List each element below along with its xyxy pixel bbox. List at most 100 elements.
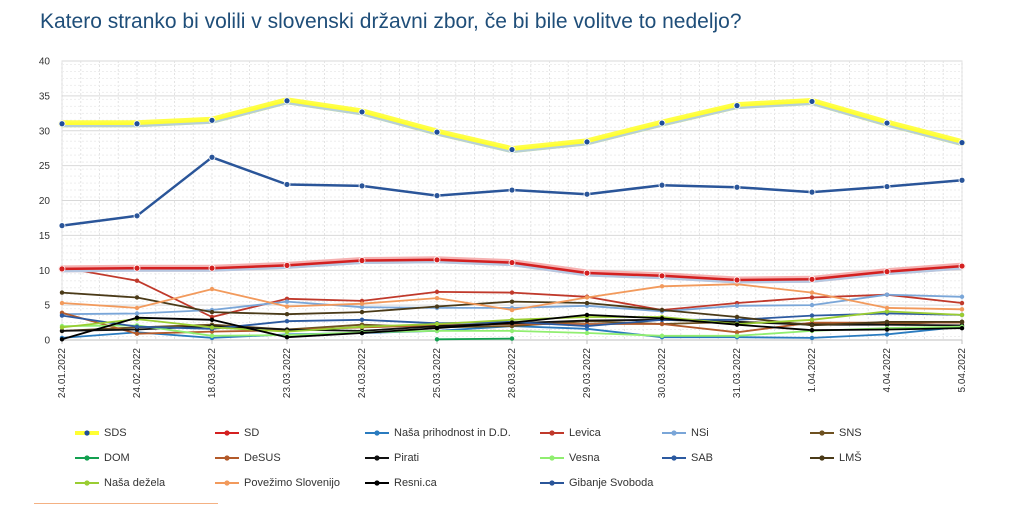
data-point [359, 301, 365, 306]
data-point [959, 307, 965, 312]
series-gibanje-svoboda [58, 153, 966, 230]
data-point [809, 317, 815, 322]
data-point [209, 286, 215, 292]
data-point [884, 305, 890, 311]
x-tick-label: 24.03.2022 [357, 348, 368, 398]
data-point [208, 153, 216, 161]
data-point [959, 294, 965, 299]
chart-title: Katero stranko bi volili v slovenski drž… [40, 10, 742, 33]
legend-item: Vesna [539, 448, 600, 468]
series-sds [58, 97, 966, 154]
data-point [433, 192, 441, 200]
data-point [208, 116, 216, 124]
data-point [284, 318, 290, 324]
data-point [659, 316, 665, 321]
legend-swatch [365, 430, 389, 436]
data-point [284, 311, 290, 317]
legend-item: Naša prihodnost in D.D. [364, 423, 511, 443]
legend-item: SAB [661, 448, 713, 468]
data-point [133, 264, 141, 272]
data-point [358, 182, 366, 190]
data-point [134, 324, 140, 329]
data-point [284, 335, 290, 340]
x-tick-label: 28.03.2022 [507, 348, 518, 398]
data-point [434, 295, 440, 301]
data-point [434, 325, 440, 331]
footer-divider [34, 503, 218, 504]
legend-swatch [540, 480, 564, 486]
data-point [434, 304, 440, 309]
data-point [359, 324, 365, 329]
legend-label: NSi [691, 427, 709, 439]
legend-swatch [662, 455, 686, 461]
legend-swatch [662, 430, 686, 436]
data-point [734, 322, 740, 327]
data-point [884, 327, 890, 332]
data-point [284, 304, 290, 309]
data-point [59, 300, 65, 306]
series-resni-ca [59, 312, 965, 342]
legend-label: Resni.ca [394, 477, 437, 489]
data-point [659, 307, 665, 313]
data-point [284, 329, 290, 334]
y-tick-label: 15 [39, 231, 51, 242]
data-point [584, 323, 590, 329]
data-point [884, 319, 890, 325]
data-point [133, 212, 141, 220]
data-point [883, 183, 891, 190]
series-line [436, 337, 513, 341]
legend-swatch [75, 455, 99, 461]
y-tick-label: 40 [39, 57, 51, 68]
data-point [808, 188, 816, 196]
legend-label: SAB [691, 452, 714, 464]
y-tick-label: 35 [39, 91, 51, 102]
data-point [884, 332, 890, 337]
data-point [359, 305, 365, 310]
data-point [208, 264, 216, 272]
data-point [434, 321, 440, 327]
legend-swatch [365, 455, 389, 461]
legend-item: SDS [74, 423, 127, 443]
data-point [959, 319, 965, 325]
data-point [509, 328, 515, 334]
data-point [359, 317, 365, 322]
data-point [658, 119, 666, 127]
x-tick-label: 1.04.2022 [807, 348, 818, 393]
data-point [583, 138, 591, 146]
data-point [583, 190, 591, 198]
x-tick-label: 29.03.2022 [582, 348, 593, 398]
line-chart: 0 5 10 15 20 25 30 35 40 24.01.2022 24.02.2022 18.… [39, 57, 968, 399]
data-point [808, 275, 816, 283]
data-point [659, 321, 665, 327]
data-point [734, 330, 740, 335]
data-point [583, 269, 591, 277]
data-point [809, 328, 815, 333]
data-point [883, 119, 891, 127]
legend-swatch [75, 430, 99, 436]
data-point [134, 311, 140, 316]
data-point [509, 290, 515, 295]
data-point [734, 303, 740, 309]
legend-swatch [540, 455, 564, 461]
chart-legend: SDS SD Naša prihodnost in D.D. Levica NSi SNS… [40, 423, 940, 497]
data-point [959, 300, 965, 306]
x-tick-label: 18.03.2022 [207, 348, 218, 398]
legend-item: Resni.ca [364, 473, 437, 493]
data-point [658, 181, 666, 189]
series-dom [434, 336, 515, 342]
data-point [433, 128, 441, 136]
data-point [584, 318, 590, 323]
y-axis-ticks: 0 5 10 15 20 25 30 35 40 [39, 57, 51, 347]
data-point [809, 290, 815, 295]
legend-item: DeSUS [214, 448, 281, 468]
legend-swatch [215, 430, 239, 436]
data-point [809, 313, 815, 318]
legend-swatch [540, 430, 564, 436]
data-point [509, 307, 515, 313]
data-point [433, 256, 441, 264]
data-point [209, 333, 215, 339]
data-point [283, 261, 291, 269]
legend-label: SDS [104, 427, 127, 439]
data-point [584, 312, 590, 318]
data-point [808, 98, 816, 105]
